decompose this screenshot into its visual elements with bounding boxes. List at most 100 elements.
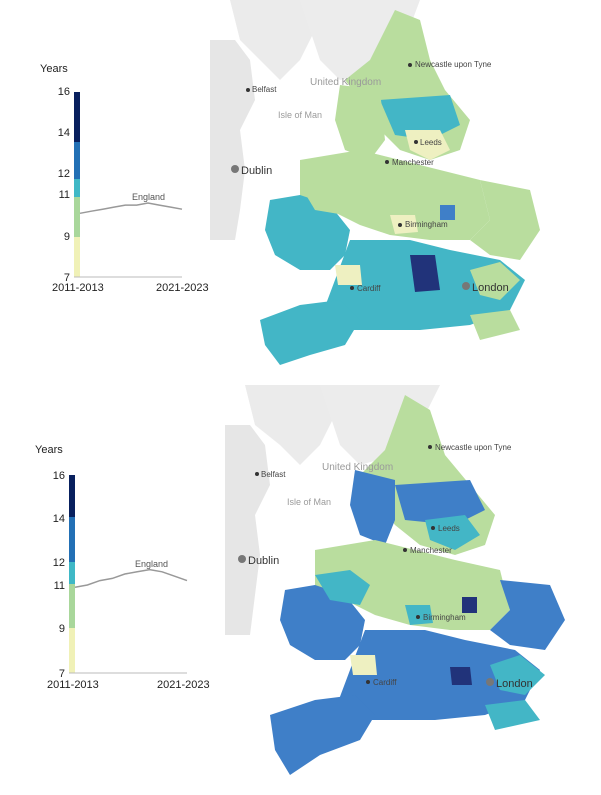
label-isle-of-man: Isle of Man bbox=[287, 497, 331, 507]
region-north-west[interactable] bbox=[335, 85, 385, 160]
region-wales[interactable] bbox=[280, 585, 365, 660]
ytick-9: 9 bbox=[64, 231, 70, 243]
birmingham-marker bbox=[416, 615, 420, 619]
label-uk: United Kingdom bbox=[322, 462, 393, 473]
trend-legend-chart: Years 16 14 12 11 9 7 England 2011-2013 … bbox=[35, 444, 210, 691]
cardiff-marker bbox=[366, 680, 370, 684]
map-svg: Newcastle upon Tyne United Kingdom Belfa… bbox=[40, 0, 540, 365]
ytick-14: 14 bbox=[58, 127, 70, 139]
choropleth-regions bbox=[260, 10, 540, 365]
label-london: London bbox=[472, 282, 509, 294]
region-london-core[interactable] bbox=[450, 667, 472, 685]
birmingham-marker bbox=[398, 223, 402, 227]
label-leeds: Leeds bbox=[420, 138, 442, 147]
chart-ylabel: Years bbox=[40, 63, 68, 75]
scotland-land bbox=[245, 385, 340, 465]
region-midlands[interactable] bbox=[315, 540, 510, 630]
label-london: London bbox=[496, 678, 533, 690]
x-end-label: 2021-2023 bbox=[156, 282, 209, 294]
map-panel-2021: Newcastle upon Tyne United Kingdom Belfa… bbox=[0, 385, 601, 790]
ytick-14: 14 bbox=[53, 513, 65, 525]
england-trend-line bbox=[79, 202, 183, 215]
label-cardiff: Cardiff bbox=[373, 678, 397, 687]
legend-band-11-12 bbox=[69, 562, 75, 584]
england-trend-line bbox=[74, 568, 188, 588]
label-uk: United Kingdom bbox=[310, 77, 381, 88]
region-south-west[interactable] bbox=[260, 300, 360, 365]
region-south-west[interactable] bbox=[270, 695, 375, 775]
x-end-label: 2021-2023 bbox=[157, 679, 210, 691]
map-svg: Newcastle upon Tyne United Kingdom Belfa… bbox=[35, 385, 565, 775]
label-newcastle: Newcastle upon Tyne bbox=[435, 443, 512, 452]
region-birmingham[interactable] bbox=[405, 605, 433, 625]
newcastle-marker bbox=[408, 63, 412, 67]
label-manchester: Manchester bbox=[392, 158, 434, 167]
label-leeds: Leeds bbox=[438, 524, 460, 533]
choropleth-regions bbox=[270, 395, 565, 775]
region-east-midlands-city[interactable] bbox=[462, 597, 477, 613]
ireland-land bbox=[225, 425, 270, 635]
region-north-wales[interactable] bbox=[315, 570, 370, 605]
region-east-anglia[interactable] bbox=[470, 180, 540, 260]
region-north-wales[interactable] bbox=[300, 180, 355, 215]
x-start-label: 2011-2013 bbox=[52, 282, 104, 294]
x-start-label: 2011-2013 bbox=[47, 679, 99, 691]
ytick-12: 12 bbox=[58, 168, 70, 180]
chart-ylabel: Years bbox=[35, 444, 63, 456]
legend-band-7-9 bbox=[69, 628, 75, 673]
scotland-land bbox=[230, 0, 320, 80]
label-cardiff: Cardiff bbox=[357, 284, 381, 293]
legend-band-12-14 bbox=[69, 517, 75, 562]
legend-band-9-11 bbox=[74, 197, 80, 237]
belfast-marker bbox=[255, 472, 259, 476]
manchester-marker bbox=[403, 548, 407, 552]
ytick-12: 12 bbox=[53, 557, 65, 569]
label-newcastle: Newcastle upon Tyne bbox=[415, 60, 492, 69]
ytick-16: 16 bbox=[53, 470, 65, 482]
legend-band-14-16 bbox=[69, 475, 75, 517]
label-isle-of-man: Isle of Man bbox=[278, 110, 322, 120]
manchester-marker bbox=[385, 160, 389, 164]
region-oxfordshire[interactable] bbox=[410, 255, 440, 292]
london-marker bbox=[462, 282, 470, 290]
region-sussex[interactable] bbox=[485, 700, 540, 730]
ireland-land bbox=[210, 40, 255, 240]
legend-band-11-12 bbox=[74, 179, 80, 197]
label-birmingham: Birmingham bbox=[423, 613, 466, 622]
label-dublin: Dublin bbox=[241, 165, 272, 177]
place-labels: Newcastle upon Tyne United Kingdom Belfa… bbox=[231, 60, 509, 294]
leeds-marker bbox=[414, 140, 418, 144]
ytick-9: 9 bbox=[59, 623, 65, 635]
region-east-anglia[interactable] bbox=[490, 580, 565, 650]
label-birmingham: Birmingham bbox=[405, 220, 448, 229]
trend-legend-chart: Years 16 14 12 11 9 7 England 2011-2013 … bbox=[40, 63, 209, 294]
region-sussex[interactable] bbox=[470, 310, 520, 340]
region-south[interactable] bbox=[335, 630, 540, 720]
ytick-11: 11 bbox=[59, 189, 70, 201]
region-wales[interactable] bbox=[265, 195, 350, 270]
region-birmingham[interactable] bbox=[390, 215, 418, 234]
place-labels: Newcastle upon Tyne United Kingdom Belfa… bbox=[238, 443, 533, 690]
belfast-marker bbox=[246, 88, 250, 92]
region-yorkshire-north[interactable] bbox=[395, 480, 485, 525]
ytick-7: 7 bbox=[64, 272, 70, 284]
region-kent[interactable] bbox=[470, 262, 520, 300]
legend-band-7-9 bbox=[74, 237, 80, 277]
label-belfast: Belfast bbox=[261, 470, 286, 479]
region-cardiff[interactable] bbox=[335, 265, 362, 285]
cardiff-marker bbox=[350, 286, 354, 290]
ytick-11: 11 bbox=[54, 580, 65, 592]
region-east-midlands-city[interactable] bbox=[440, 205, 455, 220]
legend-band-9-11 bbox=[69, 584, 75, 628]
region-north-west[interactable] bbox=[350, 470, 395, 545]
series-label-england: England bbox=[132, 192, 165, 202]
ytick-16: 16 bbox=[58, 86, 70, 98]
series-label-england: England bbox=[135, 559, 168, 569]
region-yorkshire-north[interactable] bbox=[380, 95, 460, 140]
label-belfast: Belfast bbox=[252, 85, 277, 94]
region-cardiff[interactable] bbox=[350, 655, 377, 675]
region-leeds[interactable] bbox=[405, 130, 450, 160]
region-kent[interactable] bbox=[490, 655, 545, 695]
legend-band-14-16 bbox=[74, 92, 80, 142]
region-leeds[interactable] bbox=[425, 515, 480, 550]
